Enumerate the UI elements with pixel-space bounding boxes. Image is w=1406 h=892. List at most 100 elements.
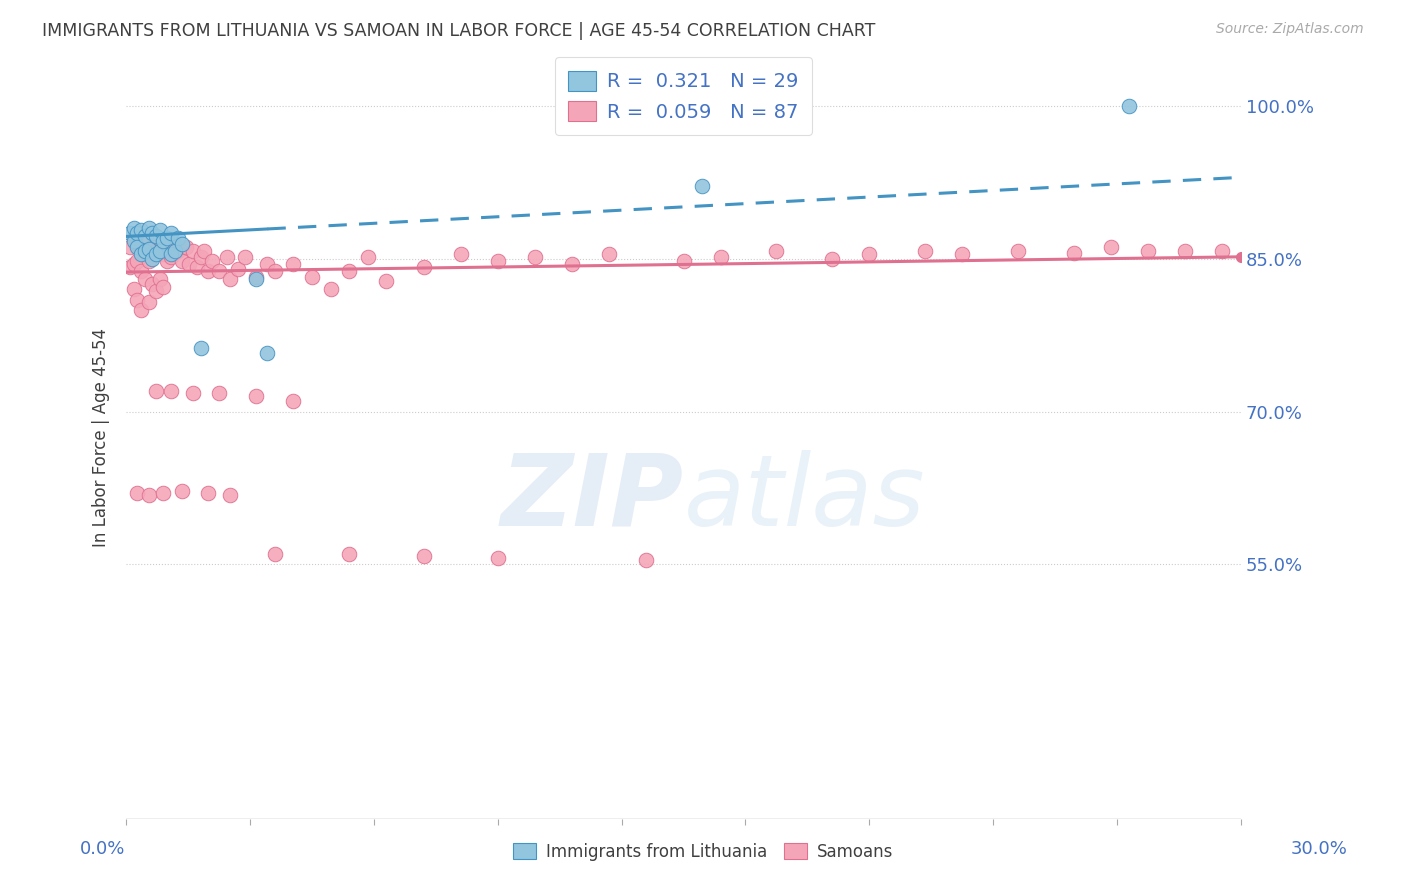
Point [138, 231, 160, 245]
Point [357, 250, 380, 264]
Point [156, 231, 179, 245]
Point [127, 486, 149, 500]
Point [129, 302, 152, 317]
Point [138, 488, 160, 502]
Point [219, 272, 242, 286]
Point [245, 272, 267, 286]
Point [950, 246, 973, 260]
Point [118, 239, 141, 253]
Point [122, 221, 145, 235]
Point [149, 272, 172, 286]
Point [145, 246, 167, 260]
Point [145, 229, 167, 244]
Point [765, 244, 787, 258]
Point [145, 244, 167, 258]
Point [245, 270, 267, 285]
Point [636, 553, 658, 567]
Point [233, 250, 256, 264]
Point [412, 260, 434, 274]
Text: Source: ZipAtlas.com: Source: ZipAtlas.com [1216, 22, 1364, 37]
Point [375, 274, 398, 288]
Point [141, 227, 163, 241]
Point [134, 244, 156, 258]
Point [129, 223, 152, 237]
Point [138, 242, 160, 256]
Point [127, 236, 149, 251]
Point [134, 229, 156, 244]
Point [127, 239, 149, 253]
Text: IMMIGRANTS FROM LITHUANIA VS SAMOAN IN LABOR FORCE | AGE 45-54 CORRELATION CHART: IMMIGRANTS FROM LITHUANIA VS SAMOAN IN L… [42, 22, 876, 40]
Point [319, 282, 342, 296]
Point [127, 253, 149, 268]
Point [170, 236, 193, 251]
Point [167, 244, 190, 258]
Point [134, 244, 156, 258]
Point [129, 264, 152, 278]
Point [163, 244, 186, 258]
Point [163, 236, 186, 251]
Point [1063, 245, 1085, 260]
Point [141, 277, 163, 292]
Point [672, 253, 695, 268]
Point [127, 293, 149, 307]
Point [170, 484, 193, 499]
Point [450, 246, 472, 260]
Point [170, 253, 193, 268]
Point [145, 285, 167, 299]
Text: atlas: atlas [683, 450, 925, 547]
Point [914, 244, 936, 258]
Point [152, 234, 174, 248]
Point [118, 260, 141, 274]
Point [486, 551, 509, 566]
Point [167, 231, 190, 245]
Point [141, 252, 163, 266]
Point [201, 253, 224, 268]
Point [193, 244, 215, 258]
Point [145, 384, 167, 399]
Y-axis label: In Labor Force | Age 45-54: In Labor Force | Age 45-54 [93, 327, 110, 547]
Point [412, 549, 434, 564]
Point [190, 250, 212, 264]
Point [208, 264, 231, 278]
Point [122, 234, 145, 248]
Point [301, 270, 323, 285]
Point [181, 386, 204, 401]
Point [486, 253, 509, 268]
Point [337, 264, 360, 278]
Point [598, 246, 620, 260]
Point [134, 272, 156, 286]
Point [197, 486, 219, 500]
Point [186, 260, 208, 274]
Point [1007, 244, 1029, 258]
Point [156, 253, 179, 268]
Point [127, 227, 149, 241]
Point [122, 282, 145, 296]
Legend: Immigrants from Lithuania, Samoans: Immigrants from Lithuania, Samoans [506, 837, 900, 868]
Point [245, 389, 267, 403]
Point [1136, 244, 1159, 258]
Point [160, 246, 183, 260]
Point [174, 239, 197, 253]
Point [264, 547, 287, 561]
Point [561, 257, 583, 271]
Text: 30.0%: 30.0% [1291, 840, 1347, 858]
Point [264, 264, 287, 278]
Point [181, 244, 204, 258]
Point [523, 250, 546, 264]
Point [138, 294, 160, 309]
Point [160, 250, 183, 264]
Point [283, 257, 305, 271]
Point [219, 488, 242, 502]
Point [160, 227, 183, 241]
Point [122, 257, 145, 271]
Point [160, 384, 183, 399]
Point [337, 547, 360, 561]
Point [690, 178, 713, 193]
Point [858, 246, 880, 260]
Point [129, 242, 152, 256]
Point [710, 250, 733, 264]
Legend: R =  0.321   N = 29, R =  0.059   N = 87: R = 0.321 N = 29, R = 0.059 N = 87 [555, 57, 813, 136]
Point [122, 231, 145, 245]
Point [283, 394, 305, 409]
Text: ZIP: ZIP [501, 450, 683, 547]
